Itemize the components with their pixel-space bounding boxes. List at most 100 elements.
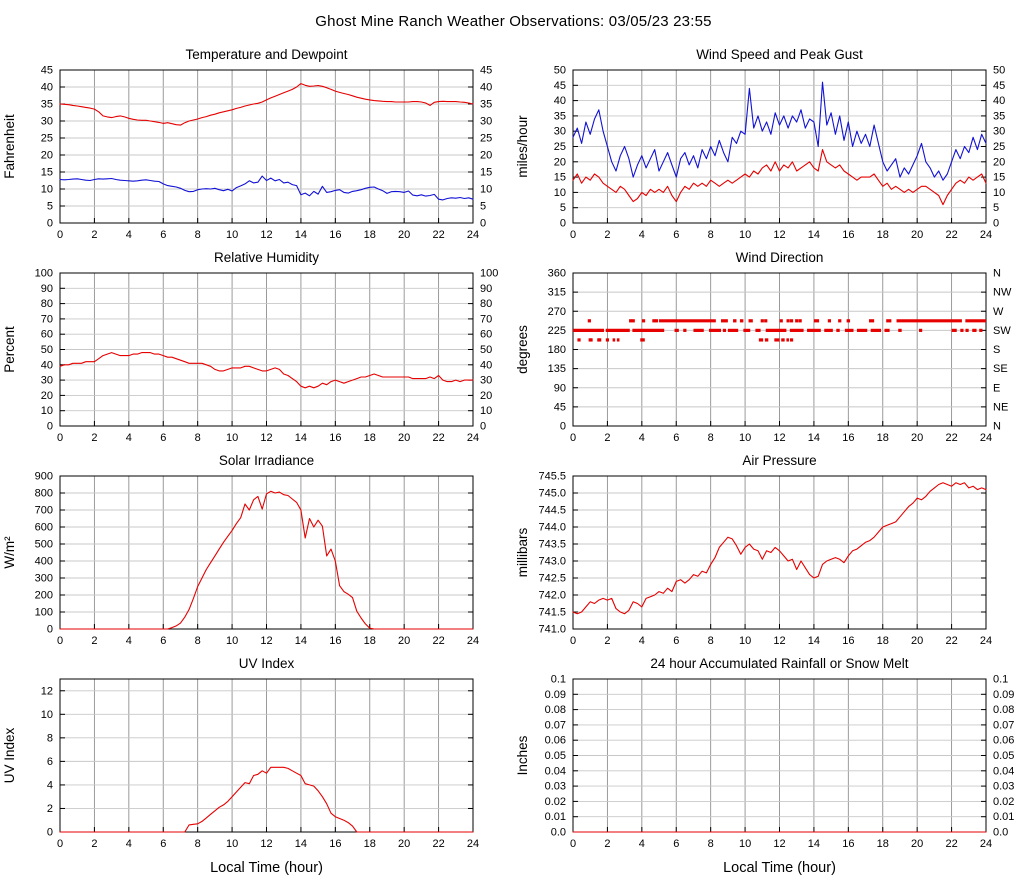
x-tick-label: 24 [467, 838, 479, 850]
x-tick-label: 2 [91, 838, 97, 850]
y-tick-label-right: 15 [993, 172, 1005, 184]
y-tick-label: 8 [47, 732, 53, 744]
x-tick-label: 22 [945, 432, 957, 444]
x-tick-label: 12 [260, 229, 272, 241]
y-tick-label: 360 [548, 268, 566, 280]
y-tick-label: 15 [41, 167, 53, 179]
series-direction-wsw-dot [764, 319, 768, 323]
y-tick-label: 45 [554, 80, 566, 92]
y-tick-label: 270 [548, 306, 566, 318]
y-tick-label: 15 [554, 172, 566, 184]
x-tick-label: 2 [604, 635, 610, 647]
x-tick-label: 12 [773, 229, 785, 241]
y-tick-label: 40 [41, 82, 53, 94]
y-tick-label: 50 [554, 65, 566, 77]
y-axis-label: Fahrenheit [2, 114, 17, 179]
y-tick-label: 0 [47, 218, 53, 230]
x-tick-label: 24 [467, 432, 479, 444]
x-tick-label: 12 [260, 432, 272, 444]
x-tick-label: 12 [773, 635, 785, 647]
plot-border [59, 272, 474, 427]
y-tick-label: 25 [41, 133, 53, 145]
y-tick-label-right: 35 [993, 110, 1005, 122]
y-tick-label-right: 30 [993, 126, 1005, 138]
x-tick-label: 4 [126, 229, 132, 241]
y-tick-label-right: E [993, 382, 1000, 394]
y-tick-label: 10 [41, 184, 53, 196]
y-tick-label: 0 [47, 421, 53, 433]
x-tick-label: 8 [708, 838, 714, 850]
y-tick-label: 70 [41, 313, 53, 325]
y-axis-label: Inches [515, 735, 530, 775]
x-tick-label: 24 [467, 635, 479, 647]
y-tick-label: 700 [35, 505, 53, 517]
chart-canvas-rainfall: 0.0 0.0 0.01 0.01 0.02 0.02 0.03 0.03 0.04 0.04 0.… [515, 656, 1014, 876]
y-tick-label: 5 [560, 202, 566, 214]
y-tick-label: 25 [554, 141, 566, 153]
x-tick-label: 20 [398, 838, 410, 850]
x-tick-label: 24 [980, 432, 992, 444]
x-tick-label: 20 [398, 229, 410, 241]
y-tick-label: 40 [554, 95, 566, 107]
y-tick-label: 600 [35, 522, 53, 534]
x-tick-label: 22 [432, 229, 444, 241]
y-tick-label-right: SE [993, 363, 1008, 375]
x-tick-label: 0 [570, 838, 576, 850]
series-air-pressure [572, 482, 987, 615]
x-tick-label: 14 [295, 838, 307, 850]
series-direction-wsw-dot [652, 319, 656, 323]
y-tick-label: 742.5 [538, 573, 566, 585]
y-tick-label: 10 [554, 187, 566, 199]
x-tick-label: 14 [295, 432, 307, 444]
y-tick-label-right: 90 [480, 283, 492, 295]
chart-wind-speed-gust: 0 0 5 5 10 10 15 15 20 20 25 25 30 30 35 35 40 40 45 45 50 50… [513, 44, 1027, 247]
y-tick-label: 500 [35, 539, 53, 551]
x-tick-label: 20 [911, 635, 923, 647]
y-tick-label-right: 50 [993, 65, 1005, 77]
x-tick-label: 8 [195, 432, 201, 444]
y-tick-label: 741.0 [538, 624, 566, 636]
series-direction-ssw-dot [589, 338, 593, 342]
y-tick-label: 0.08 [545, 704, 566, 716]
y-tick-label-right: 45 [993, 80, 1005, 92]
y-tick-label-right: 25 [480, 133, 492, 145]
x-tick-label: 0 [57, 432, 63, 444]
y-tick-label-right: 10 [993, 187, 1005, 199]
y-tick-label: 400 [35, 556, 53, 568]
y-tick-label-right: 0.07 [993, 719, 1014, 731]
y-axis-label: Percent [2, 326, 17, 373]
y-tick-label: 745.0 [538, 488, 566, 500]
y-tick-label: 741.5 [538, 607, 566, 619]
x-tick-label: 10 [739, 432, 751, 444]
x-tick-label: 4 [639, 635, 645, 647]
x-tick-label: 4 [639, 432, 645, 444]
x-tick-label: 4 [126, 432, 132, 444]
series-direction-sw-dot [960, 328, 964, 332]
plot-border [59, 475, 474, 630]
y-tick-label: 0.04 [545, 765, 566, 777]
series-peak-gust [572, 81, 987, 181]
y-tick-label: 225 [548, 325, 566, 337]
series-direction-wsw-dot [641, 319, 646, 323]
y-tick-label: 742.0 [538, 590, 566, 602]
x-tick-label: 8 [195, 635, 201, 647]
x-tick-label: 20 [398, 432, 410, 444]
y-tick-label-right: 80 [480, 298, 492, 310]
y-tick-label-right: 0 [480, 218, 486, 230]
y-tick-label-right: S [993, 344, 1000, 356]
x-tick-label: 24 [467, 229, 479, 241]
y-tick-label-right: 35 [480, 99, 492, 111]
series-direction-wsw-dot [779, 319, 783, 323]
y-tick-label: 35 [41, 99, 53, 111]
y-tick-label: 12 [41, 685, 53, 697]
chart-temperature-dewpoint: 0 0 5 5 10 10 15 15 20 20 25 25 30 30 35 35 40 40 45 45 0 2 4 6… [0, 44, 513, 247]
x-tick-label: 4 [126, 635, 132, 647]
x-tick-label: 6 [160, 635, 166, 647]
y-tick-label-right: 0.1 [993, 674, 1008, 686]
series-uv-index [59, 766, 474, 833]
y-tick-label-right: SW [993, 325, 1011, 337]
y-axis-label: degrees [515, 325, 530, 374]
plot-border [59, 678, 474, 833]
y-tick-label: 743.5 [538, 539, 566, 551]
